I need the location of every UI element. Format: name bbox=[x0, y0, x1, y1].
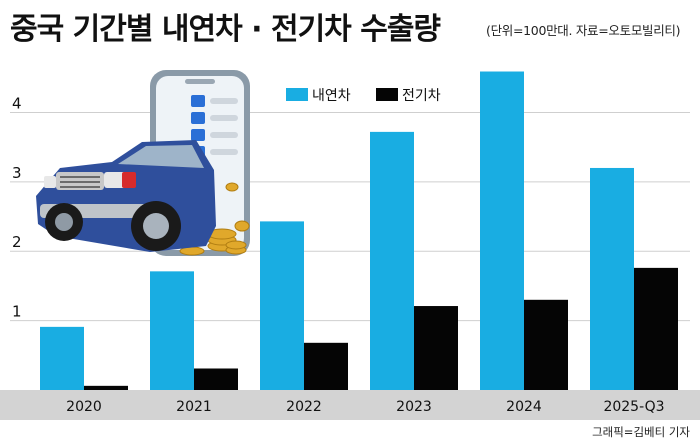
bar-ev-2023 bbox=[414, 306, 458, 390]
x-axis-labels: 2020 2021 2022 2023 2024 2025-Q3 bbox=[66, 399, 664, 415]
bar-ev-2021 bbox=[194, 368, 238, 390]
bar-ev-2020 bbox=[84, 385, 128, 390]
legend-label-ev: 전기차 bbox=[402, 88, 441, 104]
y-tick-label: 2 bbox=[12, 233, 22, 251]
y-axis-ticks: 1 2 3 4 bbox=[12, 94, 22, 320]
x-tick-label: 2025-Q3 bbox=[603, 399, 664, 415]
x-tick-label: 2022 bbox=[286, 399, 322, 415]
chart-subtitle: (단위=100만대. 자료=오토모빌리티) bbox=[486, 23, 681, 38]
chart-title: 중국 기간별 내연차 · 전기차 수출량 bbox=[10, 12, 441, 47]
x-tick-label: 2021 bbox=[176, 399, 212, 415]
bar-ev-2022 bbox=[304, 342, 348, 390]
bar-ev-2024 bbox=[524, 299, 568, 390]
bar-ice-2023 bbox=[370, 131, 414, 390]
legend: 내연차 전기차 bbox=[286, 88, 441, 104]
legend-item-ev: 전기차 bbox=[376, 88, 441, 104]
bar-ice-2025-Q3 bbox=[590, 167, 634, 390]
bar-ice-2020 bbox=[40, 326, 84, 390]
graphic-credit: 그래픽=김베티 기자 bbox=[592, 425, 690, 439]
x-axis-band bbox=[0, 390, 700, 420]
bar-ice-2022 bbox=[260, 221, 304, 390]
bar-ice-2021 bbox=[150, 271, 194, 390]
y-tick-label: 3 bbox=[12, 164, 22, 182]
x-tick-label: 2023 bbox=[396, 399, 432, 415]
legend-swatch-ev bbox=[376, 88, 398, 101]
bar-ev-2025-Q3 bbox=[634, 267, 678, 390]
legend-label-ice: 내연차 bbox=[312, 88, 351, 104]
bar-ice-2024 bbox=[480, 71, 524, 391]
x-tick-label: 2020 bbox=[66, 399, 102, 415]
y-tick-label: 1 bbox=[12, 303, 22, 321]
car-phone-checklist-coins-illustration bbox=[36, 70, 250, 256]
bars bbox=[40, 71, 678, 391]
legend-item-ice: 내연차 bbox=[286, 88, 351, 104]
y-tick-label: 4 bbox=[12, 94, 22, 112]
legend-swatch-ice bbox=[286, 88, 308, 101]
x-tick-label: 2024 bbox=[506, 399, 542, 415]
